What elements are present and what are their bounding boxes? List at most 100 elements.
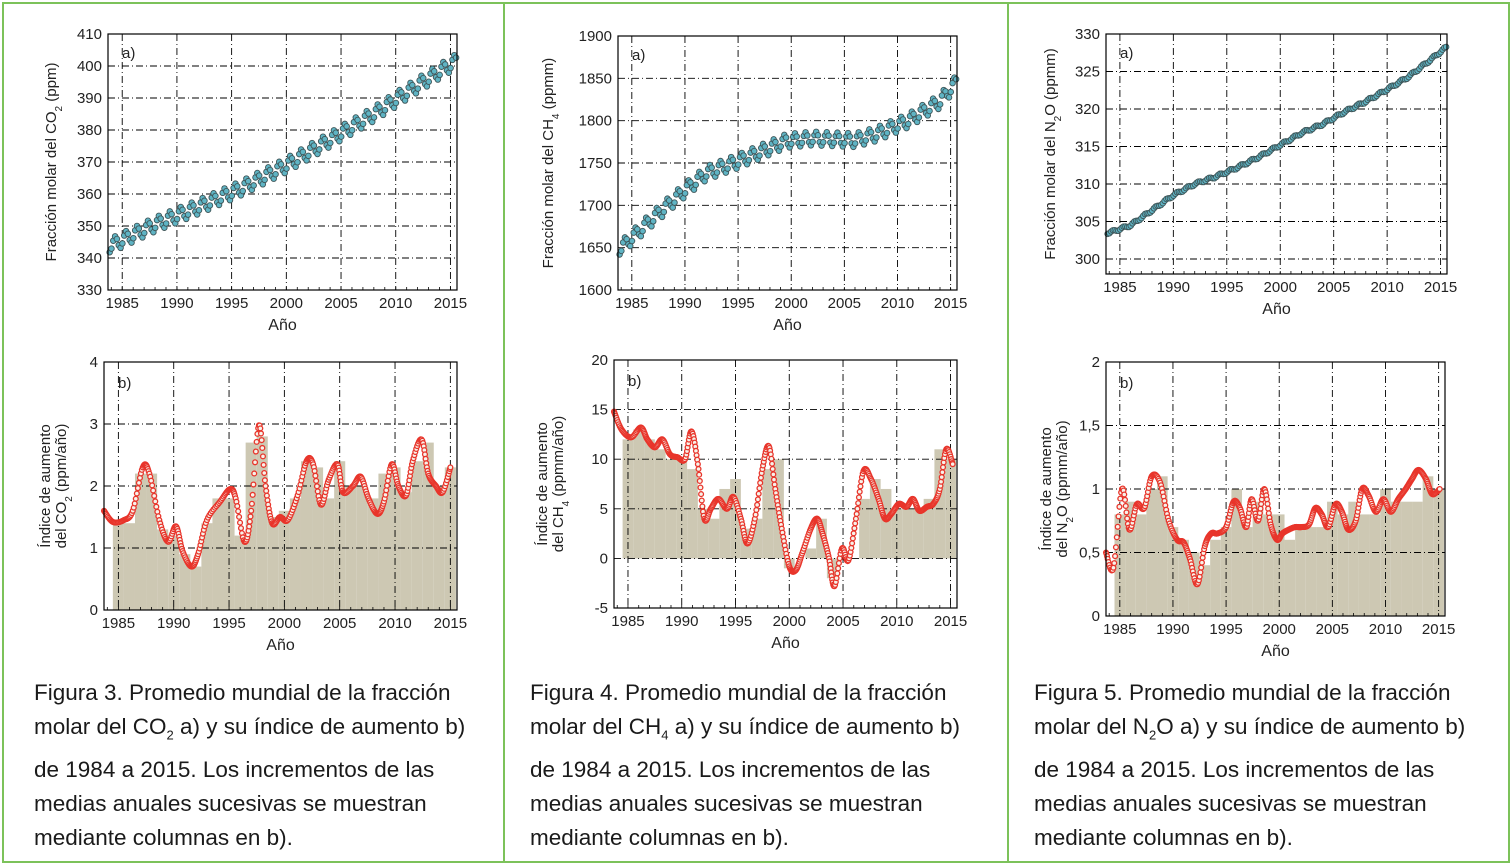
rate-point: [246, 523, 253, 530]
data-point: [157, 215, 164, 222]
data-point: [436, 71, 443, 79]
data-point: [931, 97, 939, 105]
x-tick-label: 2010: [881, 295, 914, 312]
rate-point: [696, 471, 703, 478]
rate-point: [153, 503, 160, 510]
rate-point: [698, 497, 705, 504]
x-tick-label: 2015: [934, 295, 967, 312]
data-point: [141, 229, 148, 237]
rate-point: [1111, 560, 1118, 567]
data-bar: [1263, 514, 1274, 616]
data-point: [899, 116, 907, 123]
data-point: [168, 210, 175, 218]
data-point: [452, 54, 460, 61]
y-tick-label: 3: [90, 416, 98, 433]
data-point: [910, 110, 917, 118]
data-point: [239, 187, 246, 195]
y-tick-label: 330: [1075, 26, 1100, 43]
data-point: [299, 148, 307, 156]
panel-tag: a): [1120, 45, 1133, 62]
rate-point: [1112, 553, 1119, 560]
data-point: [618, 247, 625, 255]
rate-point: [250, 481, 257, 488]
plot-frame: [103, 361, 458, 611]
y-tick-label: 0,5: [1079, 545, 1100, 562]
rate-point: [261, 477, 268, 484]
x-tick-label: 1995: [212, 615, 245, 632]
data-bar: [719, 488, 731, 559]
data-point: [920, 104, 928, 111]
data-point: [337, 133, 345, 140]
rate-point: [1113, 534, 1120, 541]
panel-tag: b): [118, 375, 131, 392]
rate-point: [447, 464, 454, 471]
data-point: [255, 172, 263, 179]
data-point: [926, 107, 933, 115]
data-point: [835, 132, 843, 140]
y-tick-label: 400: [77, 58, 102, 75]
rate-point: [698, 491, 705, 498]
rate-point: [697, 484, 704, 491]
rate-point: [1123, 509, 1130, 516]
data-point: [660, 208, 668, 216]
rate-point: [312, 472, 319, 479]
y-tick-label: 15: [591, 402, 608, 419]
rate-point: [1124, 515, 1131, 522]
y-tick-label: 1750: [579, 155, 612, 172]
data-point: [398, 89, 405, 96]
data-bar: [644, 439, 655, 559]
rate-point: [257, 425, 264, 432]
data-bar: [422, 442, 434, 610]
data-bar: [1178, 539, 1189, 616]
rate-point: [857, 483, 864, 490]
data-point: [809, 138, 816, 146]
y-tick-label: 1650: [579, 240, 612, 257]
data-bar: [1348, 501, 1359, 616]
plot-frame: [1105, 361, 1446, 617]
rate-point: [699, 503, 706, 510]
rate-point: [152, 498, 159, 505]
data-point: [862, 137, 870, 144]
data-bar: [256, 436, 268, 610]
data-point: [420, 74, 427, 82]
data-bar: [923, 498, 935, 559]
plot-frame: [107, 33, 458, 291]
rate-point: [1122, 502, 1129, 510]
data-point: [766, 147, 774, 155]
data-point: [354, 116, 361, 124]
data-point: [851, 140, 859, 147]
caption-prefix: Figura 5. Promedio mundial de la fracció…: [1034, 680, 1451, 739]
x-tick-label: 1985: [102, 615, 135, 632]
data-point: [761, 143, 769, 150]
data-bar: [1316, 527, 1328, 616]
data-bar: [1252, 501, 1264, 616]
data-bar: [1380, 489, 1391, 616]
rate-point: [695, 465, 702, 473]
plot-frame: [1105, 33, 1448, 275]
x-tick-label: 1985: [106, 295, 139, 312]
y-axis-label: Fracción molar del N2O (ppmm): [1042, 48, 1064, 259]
rate-point: [770, 476, 778, 483]
data-point: [173, 215, 181, 223]
x-tick-label: 1995: [215, 295, 248, 312]
panel-tag: a): [632, 47, 645, 64]
data-point: [283, 165, 290, 172]
x-tick-label: 1990: [160, 295, 193, 312]
data-point: [628, 237, 636, 245]
data-point: [430, 68, 438, 75]
rate-point: [1198, 564, 1205, 571]
data-bar: [444, 467, 456, 610]
data-point: [365, 110, 372, 117]
data-bar: [859, 498, 870, 559]
rate-point: [1121, 496, 1129, 503]
y-tick-label: 340: [77, 250, 102, 267]
chart-ch4-growth-rate: 1985 1990 1995 2000 2005 2010 2015 -5 0 5 10 15 20 b)…: [534, 352, 967, 652]
x-tick-label: 2010: [1370, 279, 1403, 296]
data-point: [745, 156, 753, 164]
data-point: [316, 146, 323, 153]
y-axis-label-line2: del N2O (ppmm/año): [1054, 420, 1076, 557]
rate-point: [854, 505, 861, 512]
y-tick-label: 0: [600, 550, 608, 567]
data-bar: [312, 467, 324, 610]
y-tick-label: 360: [77, 186, 102, 203]
